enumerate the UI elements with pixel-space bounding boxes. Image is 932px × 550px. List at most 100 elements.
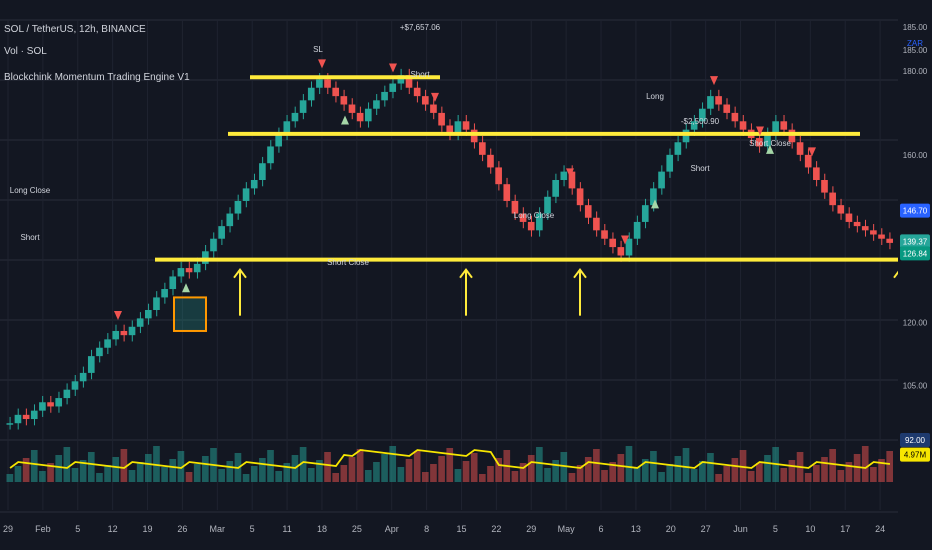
price-axis-bg	[898, 0, 932, 550]
price-badge	[900, 203, 930, 218]
volume-bar	[666, 464, 674, 482]
volume-bar	[707, 453, 714, 482]
candle-body	[527, 221, 535, 231]
candle-body	[6, 423, 14, 425]
candle-body	[650, 188, 657, 206]
candle-body	[316, 79, 323, 88]
volume-bar	[584, 457, 592, 482]
candle-body	[87, 356, 95, 373]
time-tick-label: 26	[177, 524, 187, 534]
annotation-label: SL	[313, 45, 323, 54]
volume-bar	[30, 450, 38, 482]
volume-bar	[71, 468, 79, 482]
volume-bar	[79, 460, 87, 482]
candle-body	[804, 154, 812, 168]
volume-bar	[177, 451, 185, 482]
volume-bar	[560, 452, 568, 482]
annotation-label: Long	[646, 92, 664, 101]
volume-bar	[633, 467, 641, 482]
candle-body	[487, 154, 494, 168]
volume-bar	[153, 446, 160, 482]
time-tick-label: 8	[424, 524, 429, 534]
volume-bar	[780, 468, 788, 482]
volume-bar	[609, 462, 617, 482]
volume-bar	[845, 462, 853, 482]
candles	[6, 68, 893, 430]
time-tick-label: 20	[666, 524, 676, 534]
volume-bar	[356, 449, 364, 482]
trade-annotations: +$7,657.06 Short -$2,500.90 Short Long Close…	[10, 23, 792, 267]
candle-body	[39, 402, 46, 411]
candle-body	[144, 310, 152, 319]
candle-body	[845, 213, 853, 222]
candle-body	[446, 125, 454, 134]
candle-body	[503, 184, 511, 201]
candle-body	[625, 238, 633, 256]
volume-bar	[405, 459, 413, 482]
candle-body	[275, 133, 282, 147]
long-marker	[182, 283, 190, 293]
candle-body	[283, 121, 291, 134]
price-tick-label: 120.00	[903, 319, 928, 328]
candle-body	[479, 142, 486, 155]
volume-bar	[250, 466, 258, 482]
candle-body	[299, 100, 307, 113]
candle-body	[324, 79, 331, 88]
candle-body	[104, 339, 111, 348]
volume-bar	[144, 454, 152, 482]
time-tick-label: 24	[875, 524, 885, 534]
time-tick-label: 11	[282, 524, 291, 534]
time-tick-label: 15	[456, 524, 466, 534]
volume-bar	[756, 463, 763, 482]
time-tick-label: 5	[773, 524, 778, 534]
time-tick-label: 19	[143, 524, 153, 534]
candle-body	[413, 87, 421, 97]
time-tick-label: Apr	[385, 524, 399, 534]
candle-body	[584, 205, 592, 218]
volume-bar	[332, 473, 340, 482]
candle-body	[788, 129, 796, 143]
candle-body	[210, 238, 217, 252]
volume-bar	[764, 455, 771, 482]
volume-bar	[641, 459, 649, 482]
volume-bar	[22, 458, 30, 482]
candle-body	[633, 221, 641, 239]
volume-bar	[625, 446, 633, 482]
time-tick-label: 13	[631, 524, 641, 534]
grid-lines	[0, 19, 898, 510]
trade-markers	[114, 59, 816, 320]
candle-body	[568, 171, 576, 189]
candle-body	[682, 129, 690, 143]
volume-bar	[462, 461, 470, 482]
candle-body	[340, 96, 348, 105]
time-tick-label: 22	[491, 524, 501, 534]
price-badge-label: 92.00	[905, 436, 926, 445]
time-tick-label: 17	[840, 524, 850, 534]
candle-body	[764, 133, 771, 147]
volume-bar	[495, 458, 502, 482]
volume-bar	[283, 463, 291, 482]
time-tick-label: 29	[3, 524, 13, 534]
volume-bar	[96, 473, 103, 482]
candle-body	[536, 213, 543, 231]
time-tick-label: 12	[108, 524, 118, 534]
price-badge-label: 126.84	[903, 249, 928, 258]
currency-label: ZAR	[907, 39, 923, 48]
candle-body	[79, 372, 87, 382]
candle-body	[202, 251, 209, 264]
arrow-head	[573, 268, 587, 279]
volume-bar	[185, 472, 193, 482]
annotation-label: Short Close	[327, 258, 369, 267]
price-tick-label: 160.00	[903, 151, 928, 160]
long-marker	[341, 115, 349, 125]
candle-body	[193, 263, 201, 273]
volume-bar	[120, 449, 128, 482]
candle-body	[291, 112, 299, 122]
indicator-legend: Blockchink Momentum Trading Engine V1	[4, 72, 190, 83]
candle-body	[658, 171, 665, 189]
candle-body	[739, 121, 747, 130]
volume-bar	[340, 465, 348, 482]
annotation-label: Short	[690, 164, 710, 173]
highlight-box	[173, 296, 207, 332]
